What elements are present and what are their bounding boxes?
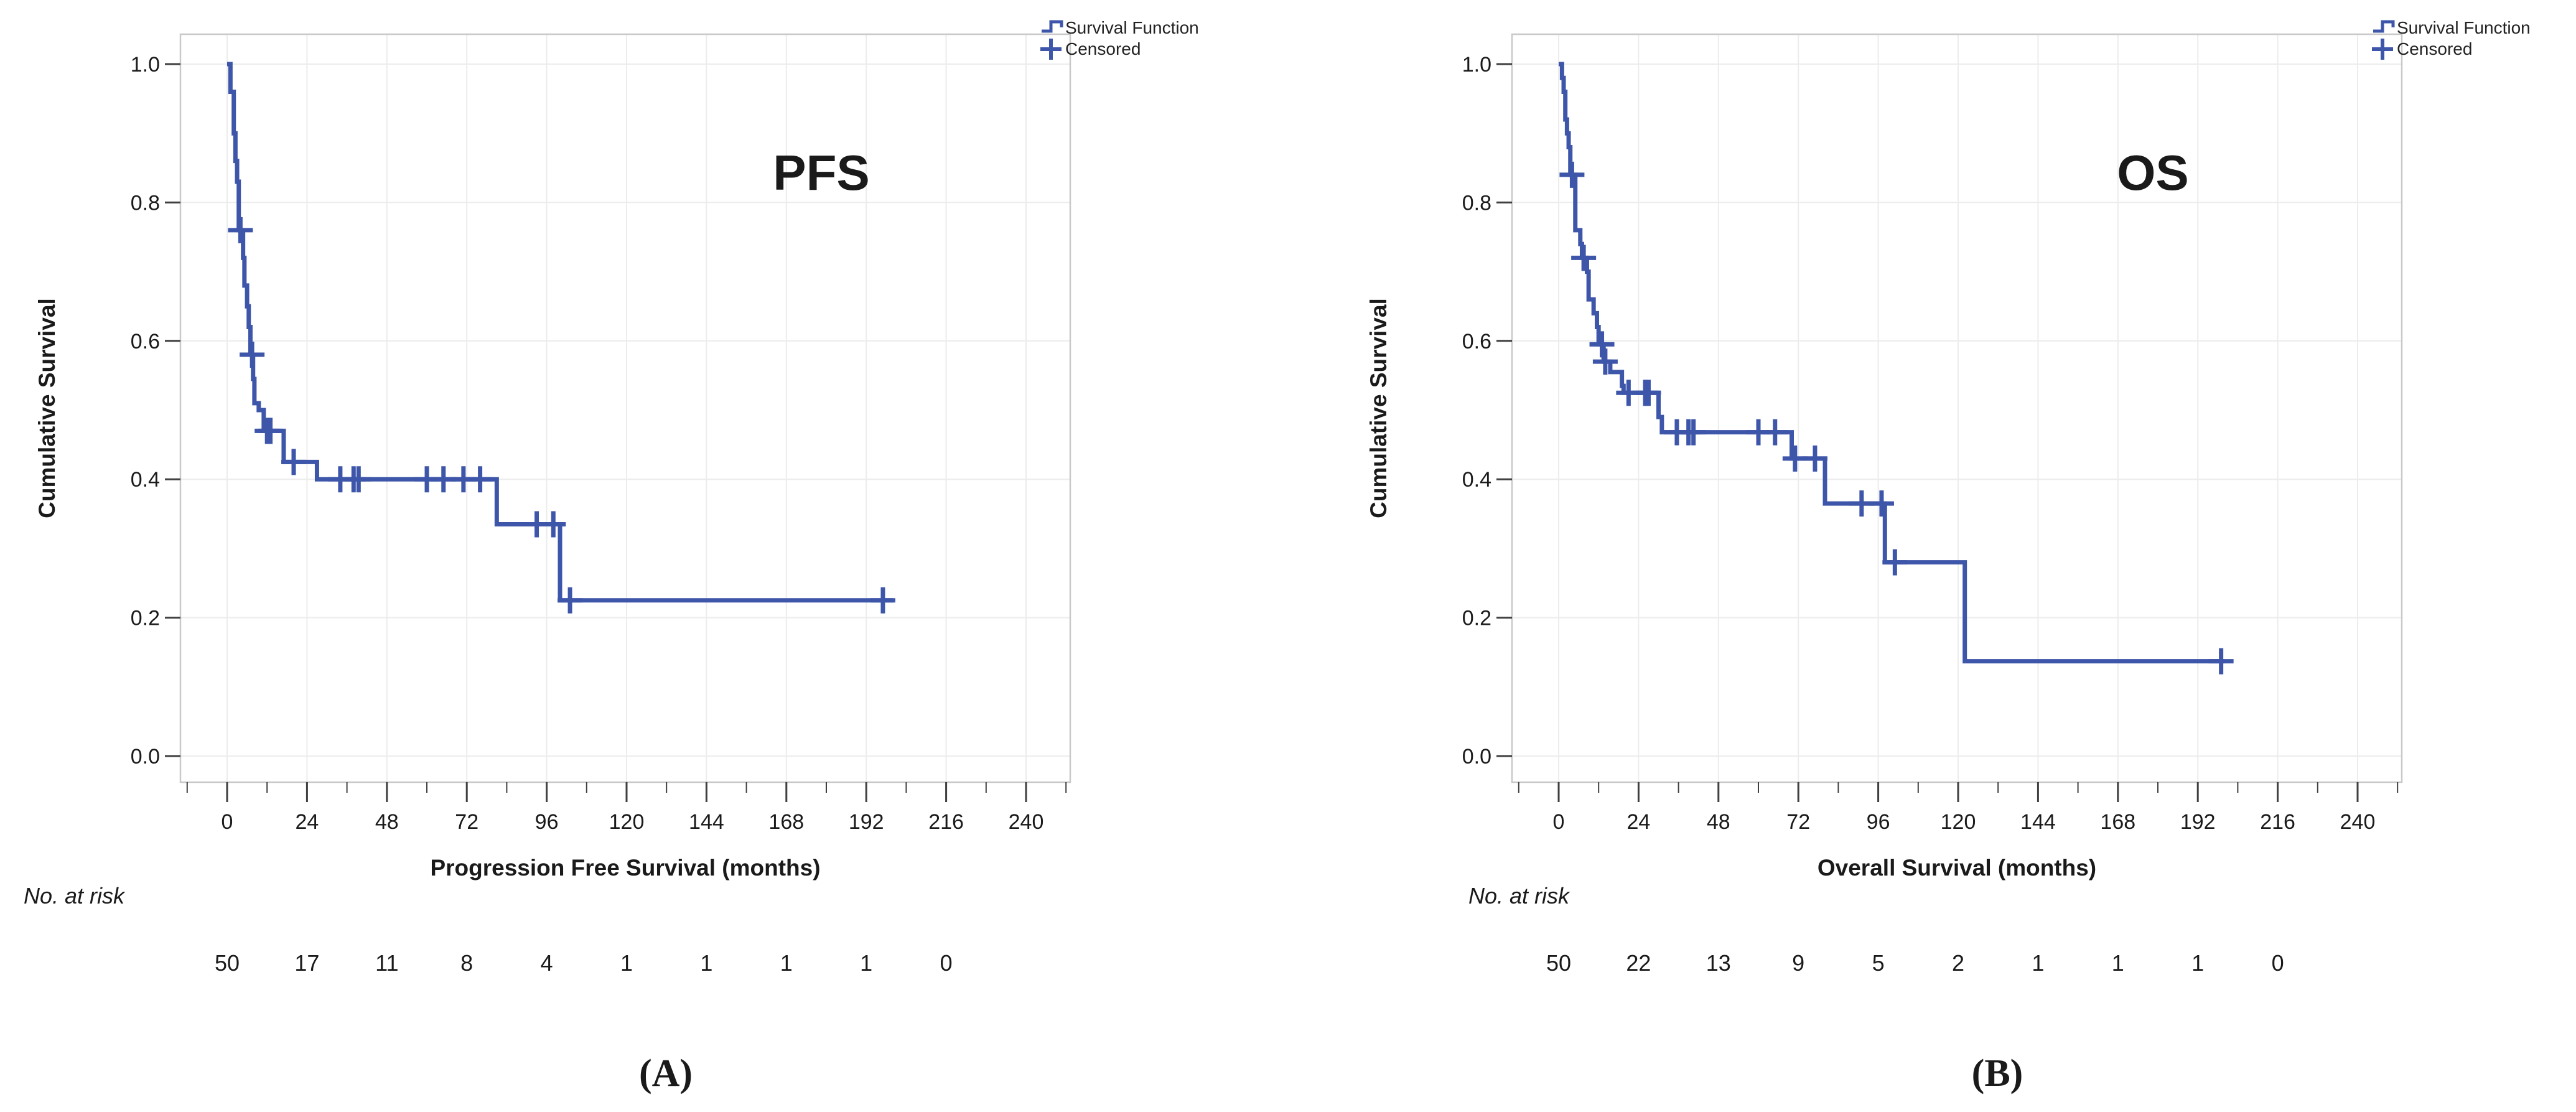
risk-count: 11 bbox=[375, 950, 398, 976]
risk-count: 1 bbox=[2112, 950, 2124, 976]
risk-count: 50 bbox=[1546, 950, 1571, 976]
plot-frame bbox=[1511, 33, 2403, 783]
risk-count: 5 bbox=[1872, 950, 1885, 976]
x-tick-label: 96 bbox=[535, 810, 559, 834]
legend-line-icon bbox=[2373, 20, 2395, 33]
risk-table-label: No. at risk bbox=[1468, 883, 1570, 909]
km-panel-a: 0.0 0.2 0.4 0.6 0.8 1.0 0 24 48 72 96 120 144 168 192 2… bbox=[12, 0, 1244, 1112]
x-tick-label: 24 bbox=[295, 810, 319, 834]
km-plot-a: 0.00.20.40.60.81.00 24 48 72 96 120 144 168 192 2… bbox=[24, 18, 1199, 1095]
risk-count: 1 bbox=[620, 950, 633, 976]
legend-survival-label: Survival Function bbox=[2397, 18, 2531, 37]
plot-frame bbox=[179, 33, 1071, 783]
x-tick-label: 240 bbox=[1009, 810, 1044, 834]
legend-line-icon bbox=[1042, 20, 1063, 33]
y-tick-label: 0.8 bbox=[1462, 191, 1491, 215]
x-tick-label: 144 bbox=[2020, 810, 2056, 834]
x-tick-label: 120 bbox=[1941, 810, 1976, 834]
risk-count: 0 bbox=[940, 950, 953, 976]
x-tick-label: 24 bbox=[1626, 810, 1650, 834]
risk-count: 17 bbox=[294, 950, 319, 976]
y-tick-label: 1.0 bbox=[131, 53, 160, 77]
x-tick-label: 72 bbox=[1786, 810, 1810, 834]
x-tick-label: 144 bbox=[689, 810, 724, 834]
km-panel-b: 0.0 0.2 0.4 0.6 0.8 1.0 0 24 48 72 96 120 144 168 192 2… bbox=[1344, 0, 2576, 1112]
risk-count: 1 bbox=[2191, 950, 2204, 976]
y-axis-title: Cumulative Survival bbox=[34, 298, 60, 518]
x-axis-title: Overall Survival (months) bbox=[1818, 855, 2096, 881]
y-tick-label: 0.8 bbox=[131, 191, 160, 215]
y-tick-label: 0.2 bbox=[131, 607, 160, 630]
y-tick-label: 0.4 bbox=[131, 468, 160, 492]
risk-count: 0 bbox=[2272, 950, 2284, 976]
x-tick-label: 168 bbox=[768, 810, 804, 834]
y-tick-label: 0.2 bbox=[1462, 607, 1491, 630]
x-tick-label: 192 bbox=[2180, 810, 2216, 834]
x-tick-label: 0 bbox=[222, 810, 233, 834]
km-plot-b: 0.00.20.40.60.81.00 24 48 72 96 120 144 168 192 2… bbox=[1366, 18, 2531, 1095]
x-tick-label: 96 bbox=[1867, 810, 1890, 834]
risk-count: 4 bbox=[541, 950, 553, 976]
x-tick-label: 48 bbox=[1707, 810, 1730, 834]
panel-caption: (A) bbox=[639, 1052, 693, 1095]
legend-censored-label: Censored bbox=[1065, 39, 1141, 58]
risk-count: 1 bbox=[700, 950, 712, 976]
risk-count: 9 bbox=[1792, 950, 1804, 976]
survival-curve bbox=[227, 62, 893, 603]
y-tick-label: 0.6 bbox=[1462, 330, 1491, 353]
y-tick-label: 0.0 bbox=[131, 745, 160, 769]
x-tick-label: 0 bbox=[1553, 810, 1565, 834]
risk-table-label: No. at risk bbox=[24, 883, 126, 909]
plot-title: PFS bbox=[773, 145, 870, 200]
x-tick-label: 216 bbox=[2260, 810, 2295, 834]
x-axis-title: Progression Free Survival (months) bbox=[430, 855, 820, 881]
x-tick-label: 240 bbox=[2340, 810, 2376, 834]
panel-caption: (B) bbox=[1972, 1052, 2023, 1095]
x-tick-label: 168 bbox=[2100, 810, 2135, 834]
risk-count: 1 bbox=[860, 950, 872, 976]
legend-survival-label: Survival Function bbox=[1065, 18, 1199, 37]
risk-count: 13 bbox=[1706, 950, 1731, 976]
risk-count: 50 bbox=[215, 950, 240, 976]
y-tick-label: 0.0 bbox=[1462, 745, 1491, 769]
x-tick-label: 72 bbox=[455, 810, 478, 834]
y-tick-label: 0.6 bbox=[131, 330, 160, 353]
x-tick-label: 192 bbox=[849, 810, 884, 834]
y-axis-title: Cumulative Survival bbox=[1366, 298, 1391, 518]
risk-count: 22 bbox=[1626, 950, 1651, 976]
x-tick-label: 216 bbox=[928, 810, 964, 834]
risk-count: 1 bbox=[2032, 950, 2044, 976]
risk-count: 2 bbox=[1952, 950, 1964, 976]
x-tick-label: 120 bbox=[609, 810, 645, 834]
risk-count: 8 bbox=[460, 950, 473, 976]
plot-title: OS bbox=[2117, 145, 2189, 200]
legend-censored-label: Censored bbox=[2397, 39, 2472, 58]
x-tick-label: 48 bbox=[375, 810, 399, 834]
risk-count: 1 bbox=[780, 950, 793, 976]
y-tick-label: 0.4 bbox=[1462, 468, 1491, 492]
y-tick-label: 1.0 bbox=[1462, 53, 1491, 77]
